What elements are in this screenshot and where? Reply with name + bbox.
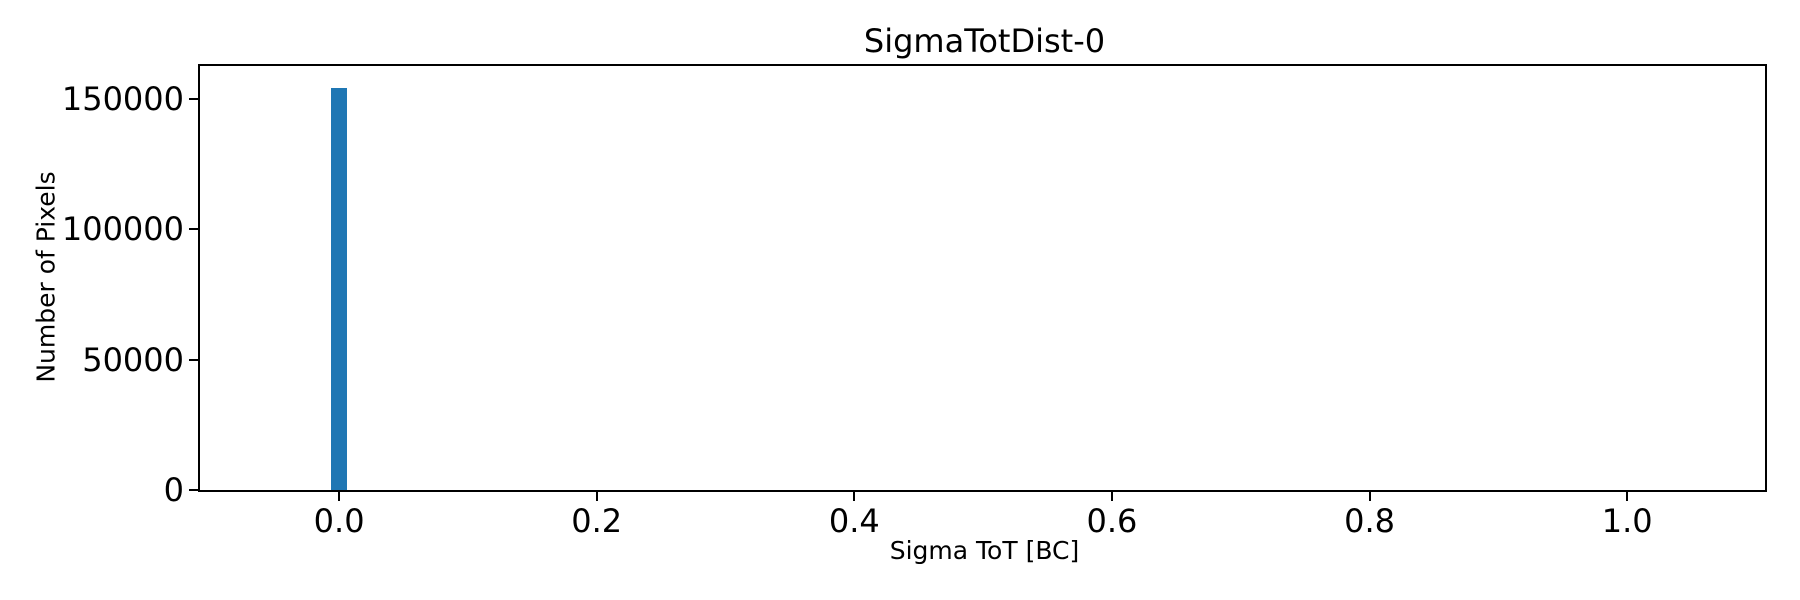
y-tick-label: 0	[163, 471, 184, 509]
histogram-bar	[331, 88, 347, 490]
x-tick	[1110, 492, 1113, 501]
x-tick	[338, 492, 341, 501]
y-tick-label: 100000	[61, 210, 184, 249]
x-tick	[853, 492, 856, 501]
x-tick	[1368, 492, 1371, 501]
x-tick-label: 0.4	[828, 502, 880, 540]
y-tick-label: 150000	[61, 79, 184, 118]
x-tick	[1626, 492, 1629, 501]
y-tick	[189, 358, 198, 361]
x-tick-label: 1.0	[1601, 502, 1653, 540]
x-tick-label: 0.0	[313, 502, 365, 540]
y-tick	[189, 489, 198, 491]
x-tick-label: 0.2	[571, 502, 623, 540]
y-tick	[189, 228, 198, 231]
y-tick-label: 50000	[82, 340, 184, 379]
x-tick-label: 0.8	[1344, 502, 1396, 540]
plot-area: 0.0 0.2 0.4 0.6 0.8 1.0 0 50000 100000 150000	[62, 64, 1767, 540]
x-tick	[595, 492, 598, 501]
chart-title: SigmaTotDist-0	[863, 22, 1106, 60]
x-tick-label: 0.6	[1086, 502, 1138, 540]
y-tick	[189, 97, 198, 100]
x-axis-label: Sigma ToT [BC]	[889, 536, 1080, 565]
y-axis-label: Number of Pixels	[31, 171, 61, 383]
